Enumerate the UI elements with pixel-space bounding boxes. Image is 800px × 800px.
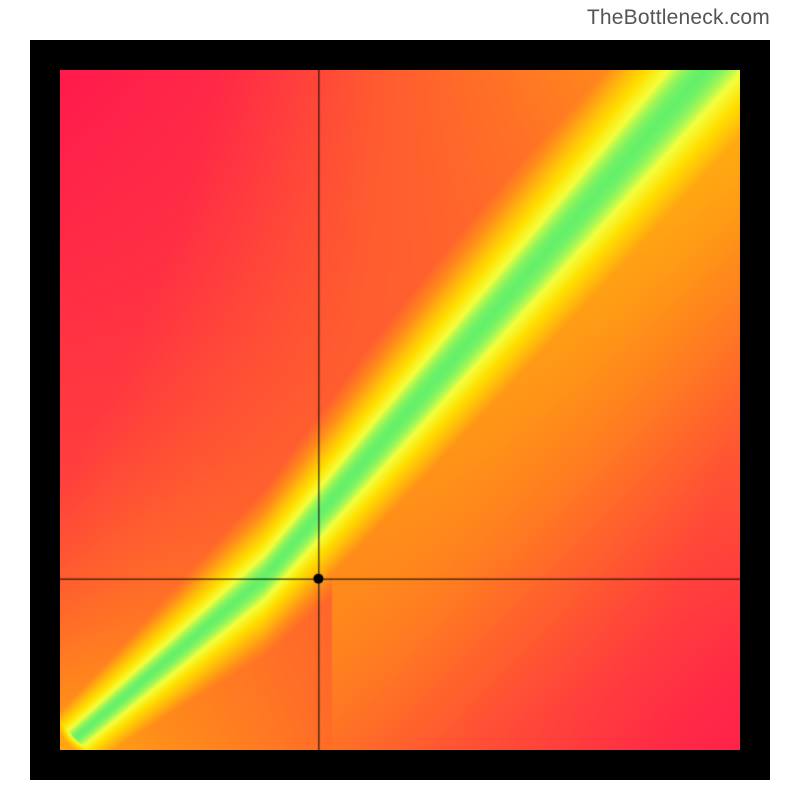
attribution-text: TheBottleneck.com xyxy=(587,6,770,30)
plot-frame xyxy=(30,40,770,780)
bottleneck-heatmap xyxy=(60,70,740,750)
